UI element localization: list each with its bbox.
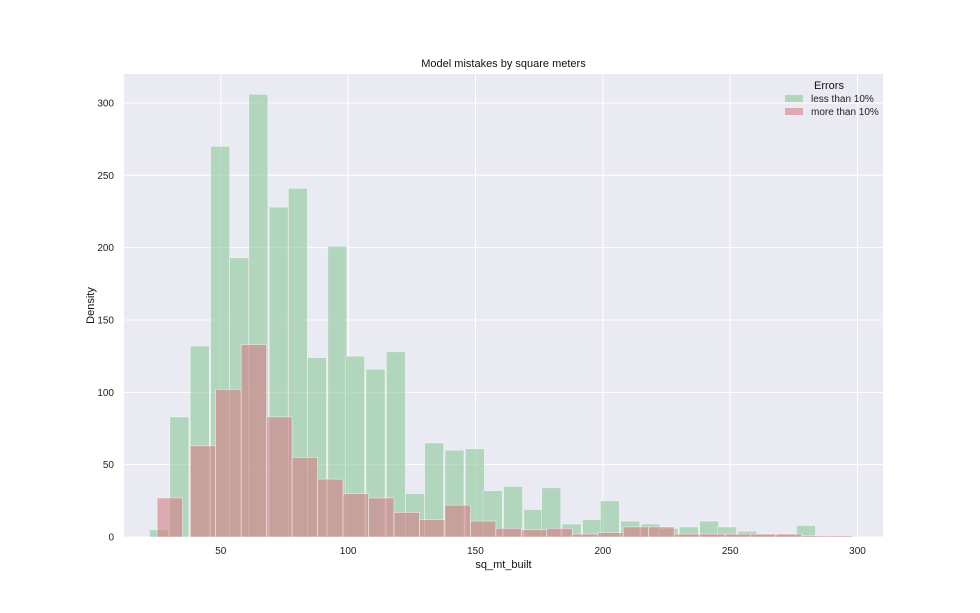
more-than-10-bar	[546, 527, 573, 538]
x-tick-label: 250	[722, 546, 739, 557]
more-than-10-bar	[622, 526, 650, 538]
legend-label-more-than-10: more than 10%	[811, 107, 879, 118]
x-axis-label: sq_mt_built	[475, 559, 531, 571]
y-tick-label: 50	[103, 460, 115, 471]
y-tick-label: 250	[97, 171, 114, 182]
x-tick-label: 50	[215, 546, 227, 557]
y-tick-label: 300	[97, 98, 114, 109]
more-than-10-bar	[826, 535, 853, 538]
more-than-10-bar	[215, 389, 242, 538]
more-than-10-bar	[724, 533, 751, 538]
more-than-10-bar	[444, 504, 471, 538]
more-than-10-bar	[240, 344, 267, 538]
y-tick-label: 150	[97, 315, 114, 326]
more-than-10-bar	[571, 533, 599, 538]
more-than-10-bar	[393, 512, 420, 538]
more-than-10-bar	[801, 535, 828, 538]
y-tick-labels: 0 50 100 150 200 250 300	[97, 98, 114, 543]
y-axis-label: Density	[85, 287, 97, 324]
more-than-10-bar	[419, 519, 446, 538]
more-than-10-bar	[648, 526, 675, 538]
series-more-than-10	[156, 344, 853, 538]
more-than-10-bar	[699, 533, 726, 538]
more-than-10-bar	[775, 533, 802, 538]
more-than-10-bar	[470, 520, 497, 538]
legend-label-less-than-10: less than 10%	[811, 94, 874, 105]
less-than-10-bar	[599, 500, 620, 538]
legend-title: Errors	[814, 80, 844, 92]
more-than-10-bar	[342, 493, 369, 538]
more-than-10-bar	[520, 529, 548, 538]
more-than-10-bar	[317, 478, 344, 538]
x-tick-label: 150	[467, 546, 484, 557]
y-tick-label: 100	[97, 388, 114, 399]
legend: Errors less than 10% more than 10%	[785, 80, 879, 118]
x-tick-label: 300	[849, 546, 866, 557]
more-than-10-bar	[495, 527, 522, 538]
more-than-10-bar	[291, 457, 318, 538]
more-than-10-bar	[156, 497, 183, 538]
chart-title: Model mistakes by square meters	[421, 58, 586, 70]
y-tick-label: 0	[108, 533, 114, 544]
more-than-10-bar	[597, 532, 624, 538]
x-tick-label: 200	[594, 546, 611, 557]
y-tick-label: 200	[97, 243, 114, 254]
more-than-10-bar	[673, 533, 700, 538]
more-than-10-bar	[750, 533, 777, 538]
x-tick-labels: 50 100 150 200 250 300	[215, 546, 866, 557]
x-tick-label: 100	[340, 546, 357, 557]
legend-swatch-more-than-10	[785, 108, 803, 115]
more-than-10-bar	[189, 445, 217, 538]
more-than-10-bar	[368, 497, 395, 538]
legend-swatch-less-than-10	[785, 95, 803, 102]
more-than-10-bar	[266, 416, 293, 538]
